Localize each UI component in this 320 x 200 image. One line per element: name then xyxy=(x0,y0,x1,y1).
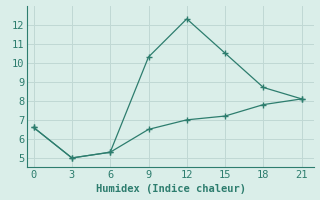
X-axis label: Humidex (Indice chaleur): Humidex (Indice chaleur) xyxy=(96,184,246,194)
